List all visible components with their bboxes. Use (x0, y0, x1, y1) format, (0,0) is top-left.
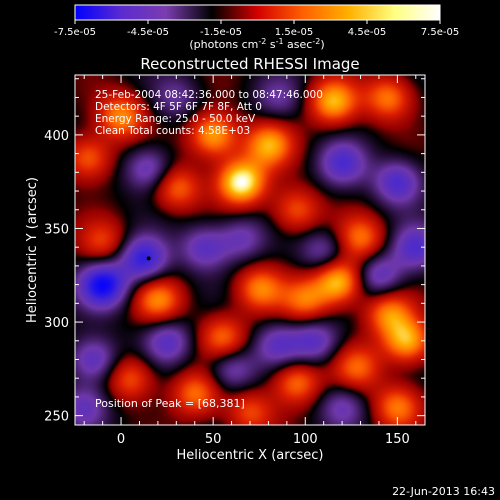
info-text-block: 25-Feb-2004 08:42:36.000 to 08:47:46.000… (95, 89, 323, 137)
x-axis-label: Heliocentric X (arcsec) (177, 448, 324, 463)
y-axis-tick-labels: 250 300 350 400 (44, 129, 69, 425)
colorbar-tick-labels: -7.5e-05 -4.5e-05 -1.5e-05 1.5e-05 4.5e-05 7.… (54, 27, 459, 38)
colorbar-tick-label: -1.5e-05 (200, 27, 242, 38)
colorbar-tick-label: 1.5e-05 (275, 27, 313, 38)
x-tick-label: 0 (117, 432, 125, 447)
y-tick-label: 250 (44, 410, 69, 425)
x-tick-label: 150 (385, 432, 410, 447)
peak-position-label: Position of Peak = [68,381] (95, 397, 245, 410)
y-tick-label: 300 (44, 316, 69, 331)
x-axis-tick-labels: 0 50 100 150 (117, 432, 410, 447)
colorbar-tick-label: 7.5e-05 (421, 27, 459, 38)
chart-title: Reconstructed RHESSI Image (140, 55, 359, 73)
x-tick-label: 50 (205, 432, 222, 447)
footer-timestamp: 22-Jun-2013 16:43 (392, 485, 495, 498)
x-tick-label: 100 (293, 432, 318, 447)
y-axis-ticks (75, 78, 425, 417)
y-tick-label: 400 (44, 129, 69, 144)
heatmap-canvas (75, 75, 425, 425)
heatmap-image (75, 75, 425, 425)
info-line: Detectors: 4F 5F 6F 7F 8F, Att 0 (95, 101, 262, 113)
colorbar-units-label: (photons cm-2 s-1 asec-2) (189, 37, 324, 51)
colorbar-ticks (74, 20, 441, 24)
y-axis-label: Heliocentric Y (arcsec) (25, 177, 40, 323)
info-line: Energy Range: 25.0 - 50.0 keV (95, 113, 256, 125)
y-tick-label: 350 (44, 222, 69, 237)
x-axis-ticks (83, 75, 417, 425)
colorbar-tick-label: -7.5e-05 (54, 27, 96, 38)
marker-layer (146, 256, 151, 261)
colorbar-tick-label: 4.5e-05 (348, 27, 386, 38)
colorbar-tick-label: -4.5e-05 (127, 27, 169, 38)
colorbar (74, 4, 441, 21)
peak-marker (146, 256, 151, 261)
info-line: Clean Total counts: 4.58E+03 (95, 125, 250, 137)
info-line: 25-Feb-2004 08:42:36.000 to 08:47:46.000 (95, 89, 323, 101)
